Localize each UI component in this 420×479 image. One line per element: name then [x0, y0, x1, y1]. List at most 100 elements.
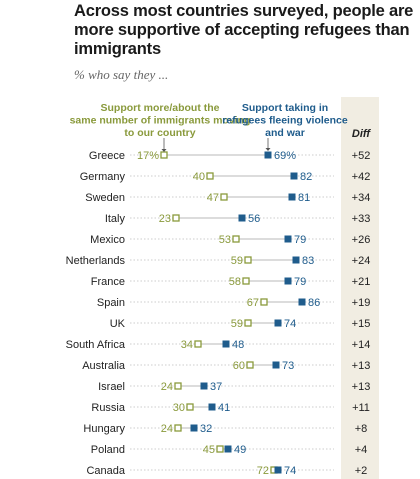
immigrants-point — [216, 445, 224, 453]
category-label: South Africa — [66, 339, 126, 351]
immigrants-point — [260, 298, 268, 306]
category-label: Hungary — [83, 423, 125, 435]
immigrants-point — [232, 235, 240, 243]
refugees-value-label: 74 — [284, 318, 296, 330]
legend-leader-arrow-refugees — [265, 148, 271, 151]
refugees-point — [298, 298, 306, 306]
category-label: Sweden — [85, 192, 125, 204]
immigrants-value-label: 60 — [233, 360, 245, 372]
immigrants-value-label: 59 — [231, 318, 243, 330]
immigrants-point — [194, 340, 202, 348]
category-label: Spain — [97, 297, 125, 309]
diff-value: +11 — [352, 402, 370, 414]
immigrants-point — [244, 319, 252, 327]
refugees-value-label: 79 — [294, 276, 306, 288]
category-label: Russia — [91, 402, 126, 414]
chart-subtitle: % who say they ... — [74, 67, 169, 82]
category-label: Australia — [82, 360, 126, 372]
category-label: Greece — [89, 150, 125, 162]
immigrants-point — [244, 256, 252, 264]
diff-header: Diff — [352, 128, 371, 140]
category-label: Mexico — [90, 234, 125, 246]
refugees-value-label: 86 — [308, 297, 320, 309]
legend-label-refugees: Support taking in refugees fleeing violen… — [222, 102, 348, 139]
refugees-point — [288, 193, 296, 201]
refugees-value-label: 69% — [274, 150, 296, 162]
diff-value: +4 — [355, 444, 368, 456]
refugees-point — [274, 319, 282, 327]
category-label: Canada — [86, 465, 125, 477]
refugees-point — [274, 466, 282, 474]
refugees-point — [264, 151, 272, 159]
refugees-point — [208, 403, 216, 411]
category-label: Israel — [98, 381, 125, 393]
diff-value: +2 — [355, 465, 368, 477]
immigrants-value-label: 45 — [203, 444, 215, 456]
immigrants-value-label: 24 — [161, 423, 173, 435]
category-label: Poland — [91, 444, 125, 456]
refugees-point — [190, 424, 198, 432]
category-label: Italy — [105, 213, 126, 225]
refugees-value-label: 74 — [284, 465, 296, 477]
diff-value: +19 — [352, 297, 371, 309]
category-label: France — [91, 276, 125, 288]
refugees-value-label: 79 — [294, 234, 306, 246]
immigrants-point — [206, 172, 214, 180]
category-label: UK — [110, 318, 126, 330]
immigrants-point — [242, 277, 250, 285]
diff-value: +13 — [352, 381, 371, 393]
refugees-point — [272, 361, 280, 369]
diff-value: +21 — [352, 276, 371, 288]
refugees-value-label: 49 — [234, 444, 246, 456]
immigrants-value-label: 58 — [229, 276, 241, 288]
refugees-point — [224, 445, 232, 453]
immigrants-point — [160, 151, 168, 159]
refugees-point — [284, 235, 292, 243]
immigrants-value-label: 34 — [181, 339, 193, 351]
refugees-point — [292, 256, 300, 264]
immigrants-value-label: 59 — [231, 255, 243, 267]
refugees-point — [200, 382, 208, 390]
diff-value: +33 — [352, 213, 371, 225]
diff-value: +13 — [352, 360, 371, 372]
refugees-point — [290, 172, 298, 180]
refugees-value-label: 56 — [248, 213, 260, 225]
immigrants-value-label: 24 — [161, 381, 173, 393]
diff-value: +26 — [352, 234, 371, 246]
diff-value: +8 — [355, 423, 368, 435]
immigrants-point — [172, 214, 180, 222]
immigrants-value-label: 67 — [247, 297, 259, 309]
category-label: Netherlands — [66, 255, 126, 267]
immigrants-value-label: 30 — [173, 402, 185, 414]
legend-leader-arrow-immigrants — [161, 149, 167, 152]
refugees-value-label: 81 — [298, 192, 310, 204]
diff-value: +14 — [352, 339, 371, 351]
diff-column-background — [341, 97, 379, 479]
immigrants-point — [220, 193, 228, 201]
refugees-point — [238, 214, 246, 222]
refugees-value-label: 82 — [300, 171, 312, 183]
immigrants-point — [186, 403, 194, 411]
refugees-value-label: 37 — [210, 381, 222, 393]
diff-value: +42 — [352, 171, 371, 183]
immigrants-value-label: 17% — [137, 150, 159, 162]
category-label: Germany — [80, 171, 126, 183]
immigrants-value-label: 53 — [219, 234, 231, 246]
refugees-value-label: 73 — [282, 360, 294, 372]
diff-value: +52 — [352, 150, 371, 162]
refugees-value-label: 41 — [218, 402, 230, 414]
diff-value: +24 — [352, 255, 371, 267]
refugees-point — [284, 277, 292, 285]
refugees-value-label: 83 — [302, 255, 314, 267]
immigrants-point — [246, 361, 254, 369]
refugees-point — [222, 340, 230, 348]
immigrants-point — [174, 424, 182, 432]
immigrants-value-label: 47 — [207, 192, 219, 204]
refugees-value-label: 48 — [232, 339, 244, 351]
immigrants-value-label: 23 — [159, 213, 171, 225]
chart-title: Across most countries surveyed, people a… — [74, 2, 414, 58]
diff-value: +15 — [352, 318, 371, 330]
immigrants-value-label: 40 — [193, 171, 205, 183]
immigrants-value-label: 72 — [257, 465, 269, 477]
